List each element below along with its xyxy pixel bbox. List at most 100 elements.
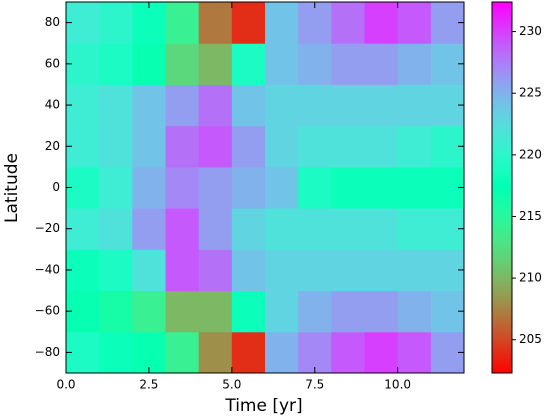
y-tick-label: 40	[45, 98, 60, 112]
cell	[198, 249, 233, 292]
cell	[132, 43, 166, 85]
cell	[231, 249, 266, 292]
cell	[198, 331, 233, 374]
cell	[99, 2, 133, 44]
x-tick-label: 7.5	[305, 378, 324, 392]
colorbar-frame	[491, 1, 513, 374]
cell	[198, 208, 233, 250]
cell	[231, 43, 266, 85]
cell	[165, 249, 200, 292]
cell	[99, 331, 133, 374]
cell	[198, 290, 233, 333]
cell	[198, 125, 233, 168]
cell	[132, 84, 166, 127]
colorbar-tick-label: 215	[519, 209, 542, 223]
cell	[298, 43, 332, 85]
cell	[132, 166, 166, 209]
y-tick-label: 0	[52, 180, 60, 194]
cell	[231, 84, 266, 127]
cell	[132, 125, 166, 168]
cell	[198, 43, 233, 85]
cell	[265, 2, 299, 44]
y-tick-label: −20	[35, 221, 60, 235]
cell	[265, 249, 299, 292]
cell	[298, 208, 332, 250]
cell	[364, 84, 399, 127]
cell	[397, 84, 432, 127]
colorbar-tick-label: 230	[519, 24, 542, 38]
cell	[132, 290, 166, 333]
cell	[331, 2, 365, 44]
cell	[265, 208, 299, 250]
cell	[99, 43, 133, 85]
cell	[132, 331, 166, 374]
cell	[331, 208, 365, 250]
cell	[132, 2, 166, 44]
cell	[198, 84, 233, 127]
colorbar	[492, 2, 512, 373]
cell	[364, 249, 399, 292]
cell	[331, 290, 365, 333]
cell	[397, 249, 432, 292]
colorbar-tick-label: 225	[519, 86, 542, 100]
cell	[265, 290, 299, 333]
cell	[165, 290, 200, 333]
y-tick-label: −40	[35, 262, 60, 276]
cell	[397, 166, 432, 209]
cell	[231, 2, 266, 44]
y-tick-label: 60	[45, 56, 60, 70]
cell	[165, 208, 200, 250]
cell	[231, 331, 266, 374]
cell	[298, 125, 332, 168]
cell	[331, 43, 365, 85]
colorbar-tick-label: 220	[519, 147, 542, 161]
x-tick-label: 2.5	[139, 378, 158, 392]
cell	[265, 166, 299, 209]
heatmap	[66, 2, 465, 374]
cell	[198, 2, 233, 44]
cell	[298, 249, 332, 292]
cell	[397, 331, 432, 374]
cell	[397, 2, 432, 44]
cell	[99, 249, 133, 292]
cell	[99, 84, 133, 127]
cell	[165, 331, 200, 374]
cell	[397, 125, 432, 168]
y-tick-label: 80	[45, 15, 60, 29]
cell	[331, 331, 365, 374]
x-tick-label: 5.0	[222, 378, 241, 392]
cell	[298, 290, 332, 333]
cell	[165, 84, 200, 127]
cell	[99, 290, 133, 333]
cell	[397, 43, 432, 85]
cell	[331, 84, 365, 127]
y-tick-label: −60	[35, 304, 60, 318]
x-axis-label: Time [yr]	[224, 396, 302, 416]
cell	[231, 208, 266, 250]
y-axis-label: Latitude	[2, 153, 22, 223]
cell	[364, 290, 399, 333]
cell	[165, 125, 200, 168]
cell	[231, 125, 266, 168]
cell	[397, 290, 432, 333]
y-tick-label: 20	[45, 139, 60, 153]
cell	[364, 208, 399, 250]
cell	[165, 43, 200, 85]
cell	[265, 331, 299, 374]
cell	[165, 166, 200, 209]
cell	[364, 2, 399, 44]
cell	[397, 208, 432, 250]
cell	[165, 2, 200, 44]
colorbar-tick-label: 205	[519, 332, 542, 346]
cell	[364, 125, 399, 168]
cell	[132, 208, 166, 250]
cell	[99, 208, 133, 250]
cell	[298, 84, 332, 127]
cell	[198, 166, 233, 209]
cell	[265, 125, 299, 168]
cell	[331, 249, 365, 292]
cell	[265, 43, 299, 85]
cell	[364, 331, 399, 374]
cell	[132, 249, 166, 292]
